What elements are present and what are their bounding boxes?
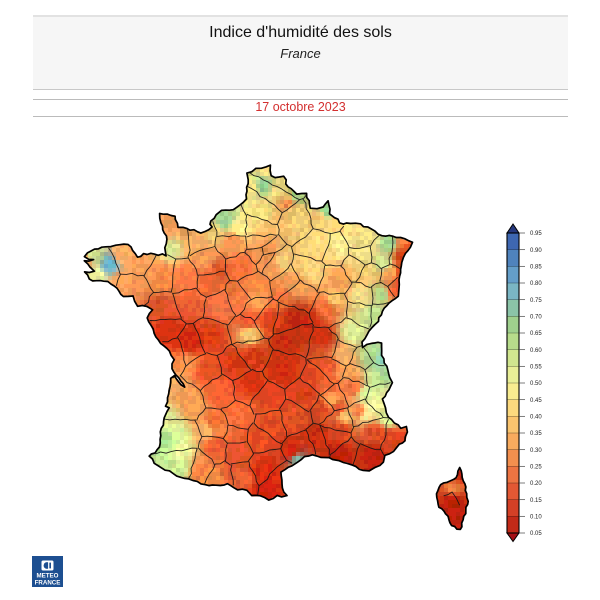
svg-text:0.50: 0.50 — [530, 381, 542, 387]
svg-text:METEO: METEO — [36, 573, 58, 580]
svg-text:0.95: 0.95 — [530, 231, 542, 237]
svg-text:0.25: 0.25 — [530, 465, 542, 471]
svg-text:0.90: 0.90 — [530, 248, 542, 254]
svg-text:0.20: 0.20 — [530, 481, 542, 487]
svg-text:0.70: 0.70 — [530, 315, 542, 321]
svg-text:0.05: 0.05 — [530, 531, 542, 537]
svg-text:0.10: 0.10 — [530, 515, 542, 521]
svg-text:0.15: 0.15 — [530, 498, 542, 504]
svg-text:0.45: 0.45 — [530, 398, 542, 404]
svg-text:0.75: 0.75 — [530, 298, 542, 304]
svg-text:0.35: 0.35 — [530, 431, 542, 437]
svg-text:0.80: 0.80 — [530, 281, 542, 287]
svg-text:FRANCE: FRANCE — [35, 580, 61, 587]
svg-text:0.55: 0.55 — [530, 365, 542, 371]
svg-text:0.85: 0.85 — [530, 265, 542, 271]
svg-text:0.30: 0.30 — [530, 448, 542, 454]
svg-text:0.60: 0.60 — [530, 348, 542, 354]
svg-text:0.65: 0.65 — [530, 331, 542, 337]
svg-text:0.40: 0.40 — [530, 415, 542, 421]
